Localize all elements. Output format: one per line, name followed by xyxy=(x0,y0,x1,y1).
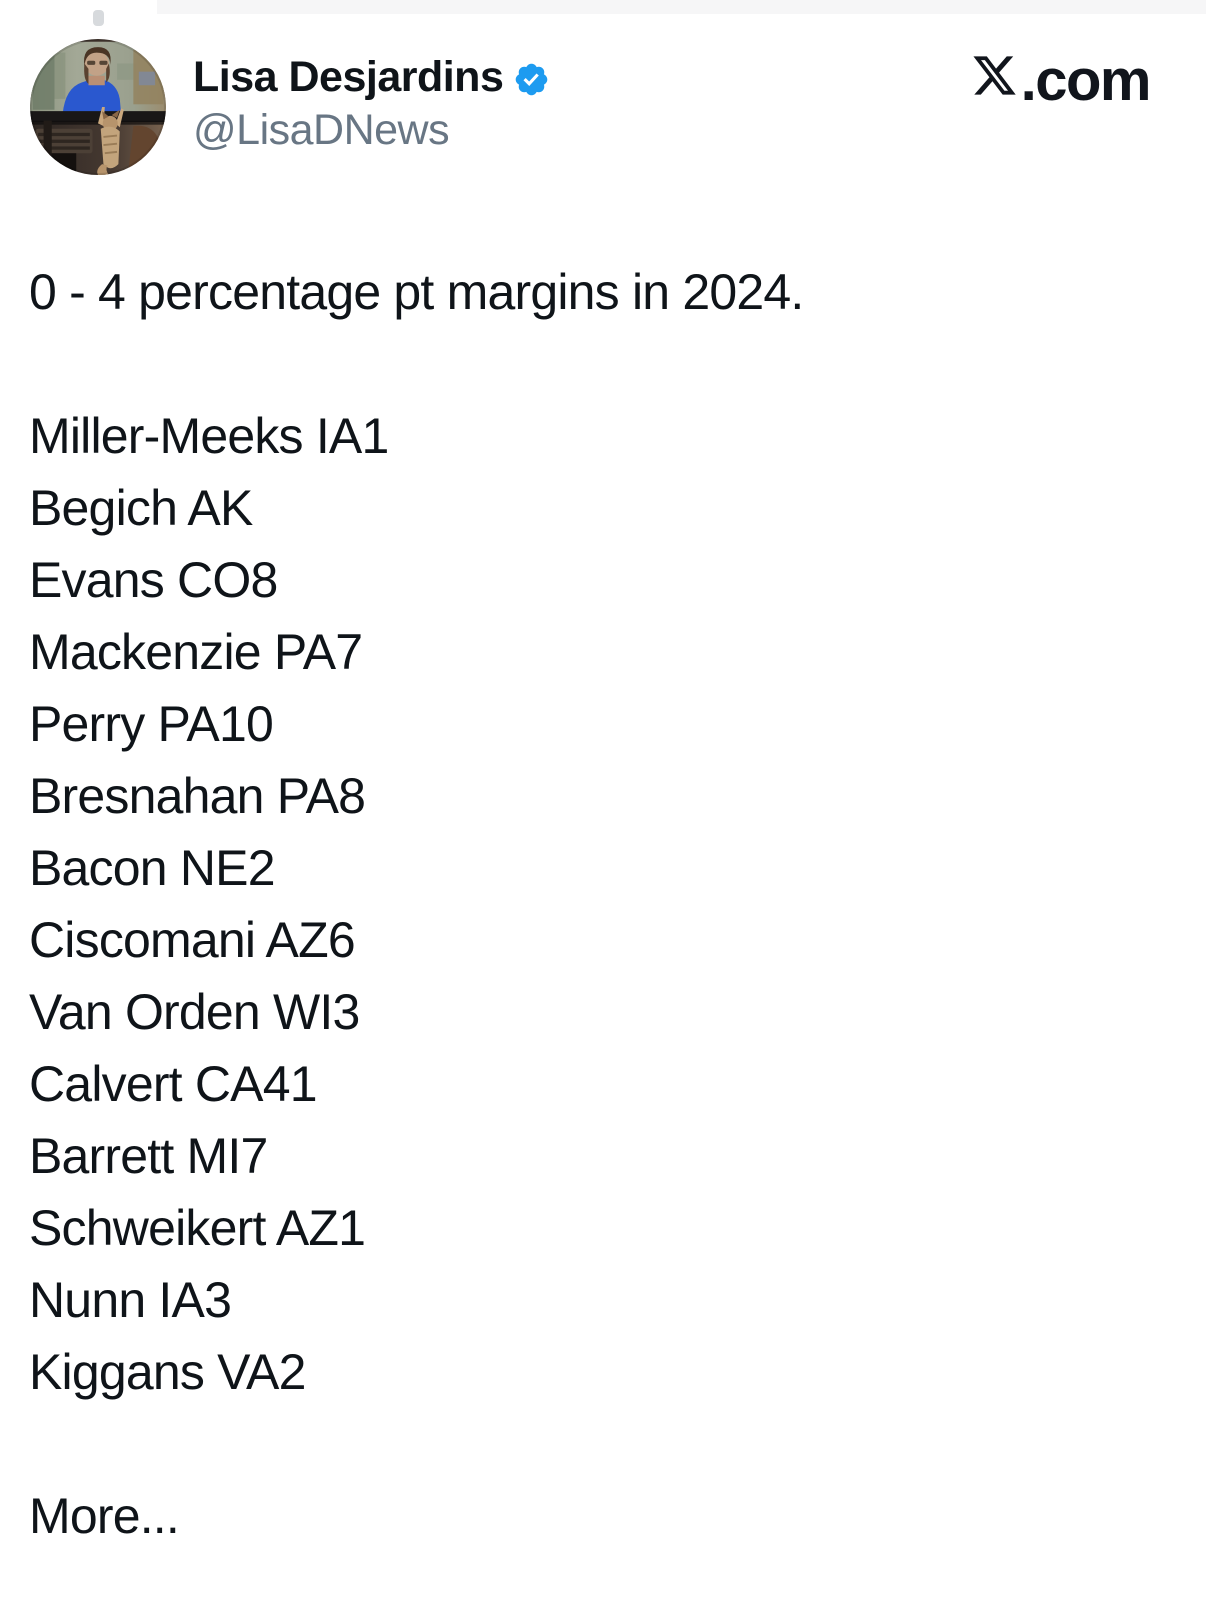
tweet-line-race: Nunn IA3 xyxy=(29,1272,232,1328)
tweet-line-race: Van Orden WI3 xyxy=(29,984,360,1040)
author-block: Lisa Desjardins @LisaDNews xyxy=(193,51,550,157)
tweet-line-race: Miller-Meeks IA1 xyxy=(29,408,389,464)
tweet-line-blank xyxy=(29,328,1186,400)
tweet-line-race: Bacon NE2 xyxy=(29,840,276,896)
tweet-line-blank xyxy=(29,1408,1186,1480)
tweet-line-race: Schweikert AZ1 xyxy=(29,1200,366,1256)
tweet-line-race: Mackenzie PA7 xyxy=(29,624,363,680)
tweet-line-race: Begich AK xyxy=(29,480,253,536)
x-logo-icon xyxy=(973,56,1016,95)
tweet-line-race: Barrett MI7 xyxy=(29,1128,268,1184)
x-domain-text: .com xyxy=(1020,48,1152,113)
avatar-image xyxy=(30,39,166,175)
tweet-line-intro: 0 - 4 percentage pt margins in 2024. xyxy=(29,264,804,320)
tweet-line-race: Ciscomani AZ6 xyxy=(29,912,356,968)
tweet-line-race: Calvert CA41 xyxy=(29,1056,318,1112)
tweet-line-more: More... xyxy=(29,1488,180,1544)
avatar[interactable] xyxy=(30,38,166,176)
top-artifact-dot xyxy=(93,10,104,26)
verified-badge-icon xyxy=(516,63,548,95)
tweet-line-race: Evans CO8 xyxy=(29,552,278,608)
tweet-line-race: Perry PA10 xyxy=(29,696,274,752)
author-name-row: Lisa Desjardins xyxy=(193,51,550,104)
tweet-line-race: Bresnahan PA8 xyxy=(29,768,366,824)
top-artifact-band xyxy=(157,0,1206,14)
tweet-body: 0 - 4 percentage pt margins in 2024. Mil… xyxy=(29,256,1186,1552)
author-handle[interactable]: @LisaDNews xyxy=(193,106,450,154)
display-name[interactable]: Lisa Desjardins xyxy=(193,53,504,101)
x-com-watermark: .com xyxy=(971,52,1152,110)
tweet-line-race: Kiggans VA2 xyxy=(29,1344,306,1400)
